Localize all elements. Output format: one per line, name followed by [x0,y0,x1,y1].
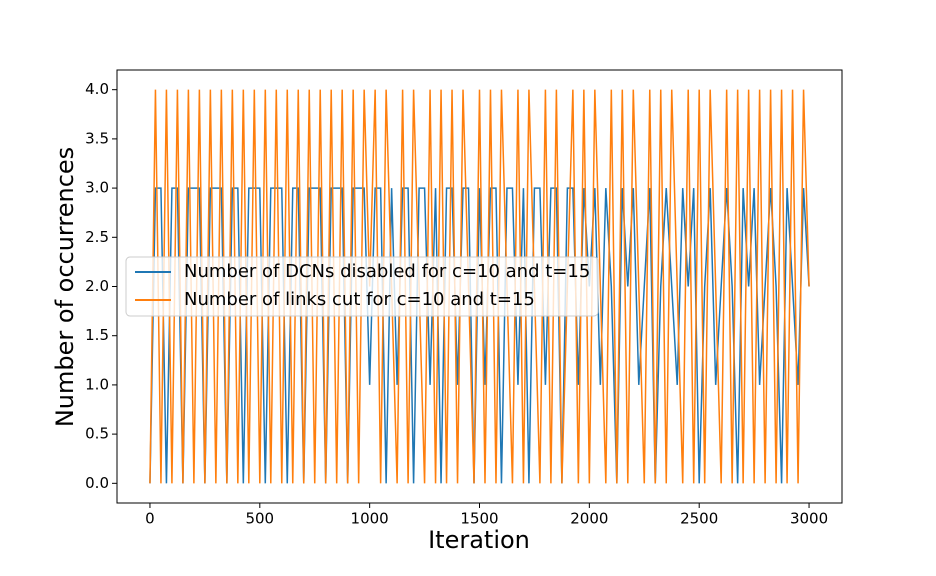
x-tick-label: 500 [245,510,274,528]
x-tick-label: 2500 [680,510,718,528]
legend-label: Number of DCNs disabled for c=10 and t=1… [184,261,590,282]
legend: Number of DCNs disabled for c=10 and t=1… [125,256,599,317]
plot-frame [116,69,843,504]
x-tick-label: 3000 [790,510,828,528]
x-tick-label: 1000 [351,510,389,528]
data-line [149,89,810,484]
legend-label: Number of links cut for c=10 and t=15 [184,289,535,310]
y-tick-label: 1.0 [85,375,109,393]
x-tick-label: 2000 [570,510,608,528]
y-tick-label: 2.5 [85,228,109,246]
x-tick-label: 1500 [460,510,498,528]
y-tick-label: 4.0 [85,80,109,98]
x-tick-label: 0 [145,510,155,528]
y-axis-label: Number of occurrences [51,147,79,427]
y-tick-label: 0.5 [85,425,109,443]
x-axis-label: Iteration [428,526,530,554]
data-line [149,187,810,484]
y-tick-label: 0.0 [85,474,109,492]
y-tick-label: 1.5 [85,326,109,344]
y-tick-label: 3.0 [85,179,109,197]
legend-box [125,256,599,317]
y-tick-label: 3.5 [85,129,109,147]
y-tick-label: 2.0 [85,277,109,295]
